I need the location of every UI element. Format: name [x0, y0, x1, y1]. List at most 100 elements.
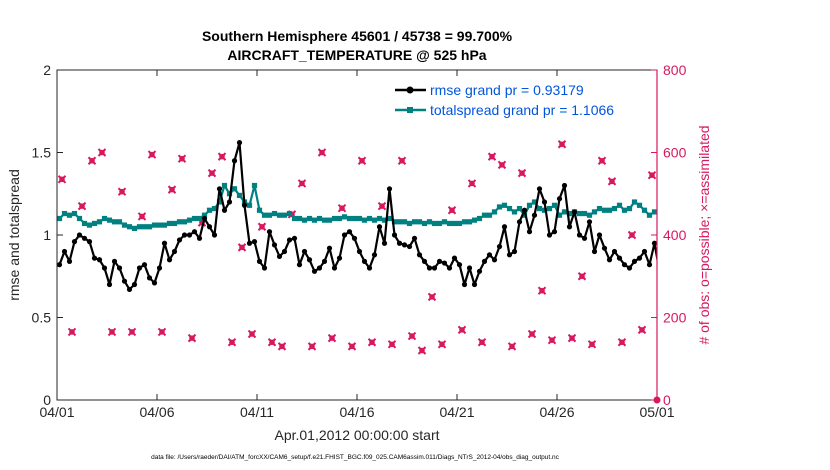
obs-marker	[457, 325, 467, 335]
y-tick-label: 2	[43, 62, 51, 78]
spread-point	[456, 220, 463, 227]
x-tick-label: 04/16	[339, 404, 374, 420]
spread-point	[506, 206, 513, 212]
rmse-point	[636, 255, 643, 261]
obs-marker	[607, 177, 617, 186]
obs-marker	[467, 179, 477, 188]
rmse-point	[376, 224, 383, 230]
spread-point	[171, 220, 178, 227]
spread-point	[626, 206, 633, 212]
spread-point	[191, 215, 198, 222]
y-right-tick-label: 200	[663, 310, 687, 326]
obs-marker	[427, 292, 437, 302]
spread-point	[396, 219, 403, 225]
rmse-point	[226, 199, 233, 205]
rmse-point	[451, 255, 458, 261]
spread-point	[296, 215, 303, 222]
rmse-point	[351, 235, 358, 241]
spread-point	[546, 206, 553, 212]
rmse-point	[476, 268, 483, 274]
spread-point	[406, 220, 413, 227]
obs-marker	[587, 340, 597, 349]
legend-box	[390, 78, 652, 124]
obs-marker	[577, 272, 587, 281]
rmse-point	[621, 262, 628, 268]
spread-point	[266, 212, 273, 218]
y-right-tick-label: 400	[663, 227, 687, 243]
rmse-point	[301, 248, 308, 255]
obs-marker	[257, 222, 267, 231]
obs-possible-o	[369, 339, 375, 346]
obs-marker	[57, 175, 67, 184]
spread-point	[316, 215, 323, 222]
obs-marker	[77, 201, 87, 211]
obs-marker	[477, 338, 487, 347]
rmse-point	[646, 262, 653, 268]
rmse-point	[231, 158, 238, 164]
spread-point	[276, 212, 283, 218]
rmse-point	[586, 219, 593, 225]
rmse-point	[601, 245, 608, 251]
rmse-point	[546, 232, 553, 238]
spread-point	[441, 219, 448, 225]
chart-subtitle: AIRCRAFT_TEMPERATURE @ 525 hPa	[227, 47, 486, 63]
obs-marker	[507, 342, 517, 351]
obs-marker	[537, 286, 547, 295]
obs-marker	[377, 201, 387, 211]
obs-marker	[387, 340, 397, 349]
legend: rmse grand pr = 0.93179 totalspread gran…	[390, 78, 652, 124]
rmse-point	[346, 229, 353, 235]
rmse-point	[281, 248, 288, 255]
rmse-point	[111, 258, 118, 264]
rmse-point	[591, 248, 598, 255]
spread-point	[586, 212, 593, 218]
rmse-point	[266, 229, 273, 235]
obs-possible-o	[589, 341, 595, 348]
y-axis-label: rmse and totalspread	[6, 169, 22, 301]
rmse-point	[271, 242, 278, 248]
spread-point	[401, 219, 408, 225]
spread-point	[371, 217, 378, 223]
rmse-point	[201, 215, 208, 222]
obs-possible-o	[489, 153, 495, 160]
obs-possible-o	[549, 337, 555, 343]
obs-possible-o	[399, 157, 405, 164]
rmse-point	[286, 237, 293, 243]
spread-point	[286, 210, 293, 217]
spread-point	[311, 217, 318, 223]
spread-point	[501, 202, 508, 208]
spread-point	[96, 219, 103, 225]
obs-possible-o	[149, 151, 155, 158]
rmse-point	[166, 257, 173, 263]
spread-point	[516, 206, 523, 212]
obs-possible-o	[309, 343, 315, 350]
rmse-point	[261, 265, 268, 271]
rmse-point	[396, 240, 403, 246]
obs-marker	[337, 203, 347, 213]
spread-point	[416, 219, 423, 225]
rmse-point	[331, 265, 338, 271]
spread-point	[376, 215, 383, 222]
obs-possible-o	[409, 333, 415, 339]
x-tick-label: 05/01	[639, 404, 674, 420]
obs-possible-o	[349, 343, 355, 350]
spread-point	[156, 222, 163, 228]
obs-possible-o	[449, 207, 455, 214]
spread-point	[561, 209, 568, 215]
obs-possible-o	[159, 329, 165, 335]
obs-marker	[567, 333, 577, 343]
spread-point	[86, 222, 93, 228]
rmse-point	[211, 232, 218, 238]
rmse-point	[176, 237, 183, 243]
obs-marker	[497, 160, 507, 170]
spread-point	[531, 199, 538, 205]
rmse-point	[611, 248, 618, 255]
rmse-point	[336, 255, 343, 261]
spread-point	[526, 202, 533, 208]
spread-point	[616, 202, 623, 208]
rmse-point	[456, 262, 463, 268]
spread-point	[641, 207, 648, 213]
spread-point	[221, 182, 228, 189]
legend-spread-marker	[407, 107, 413, 113]
